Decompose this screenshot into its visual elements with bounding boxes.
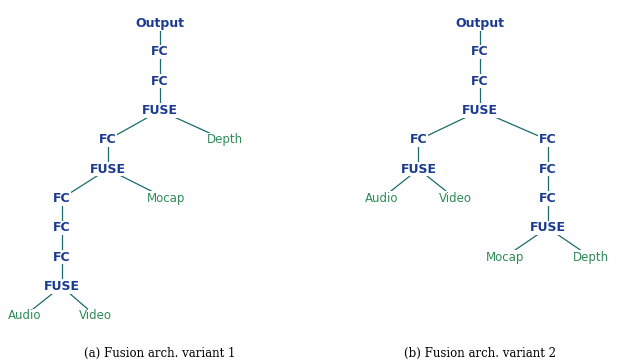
Text: FUSE: FUSE xyxy=(401,163,436,176)
Text: FC: FC xyxy=(52,251,70,264)
Text: FC: FC xyxy=(151,46,169,58)
Text: FUSE: FUSE xyxy=(530,221,566,234)
Text: Video: Video xyxy=(79,309,112,322)
Text: FC: FC xyxy=(52,221,70,234)
Text: FC: FC xyxy=(151,75,169,88)
Text: FC: FC xyxy=(99,133,116,146)
Text: FC: FC xyxy=(410,133,428,146)
Text: FUSE: FUSE xyxy=(44,280,79,293)
Text: FC: FC xyxy=(471,46,489,58)
Text: Depth: Depth xyxy=(573,251,609,264)
Text: FC: FC xyxy=(52,192,70,205)
Text: Mocap: Mocap xyxy=(485,251,524,264)
Text: Output: Output xyxy=(136,17,184,30)
Text: Depth: Depth xyxy=(207,133,243,146)
Text: Video: Video xyxy=(439,192,472,205)
Text: (b) Fusion arch. variant 2: (b) Fusion arch. variant 2 xyxy=(404,346,556,359)
Text: FUSE: FUSE xyxy=(90,163,125,176)
Text: Audio: Audio xyxy=(8,309,42,322)
Text: FUSE: FUSE xyxy=(462,104,498,117)
Text: Audio: Audio xyxy=(365,192,398,205)
Text: FC: FC xyxy=(539,192,557,205)
Text: Mocap: Mocap xyxy=(147,192,186,205)
Text: FUSE: FUSE xyxy=(142,104,178,117)
Text: FC: FC xyxy=(539,133,557,146)
Text: (a) Fusion arch. variant 1: (a) Fusion arch. variant 1 xyxy=(84,346,236,359)
Text: FC: FC xyxy=(471,75,489,88)
Text: Output: Output xyxy=(456,17,504,30)
Text: FC: FC xyxy=(539,163,557,176)
